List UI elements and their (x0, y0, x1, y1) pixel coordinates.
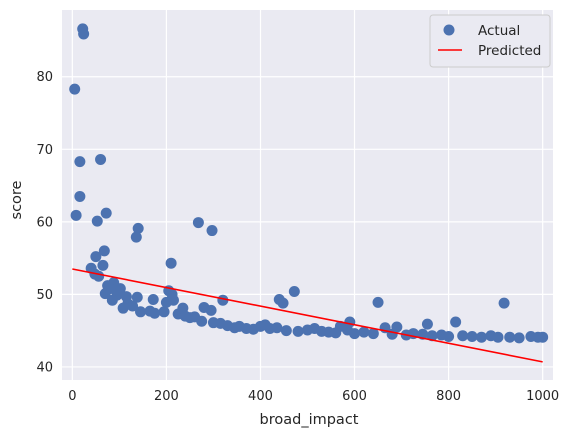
actual-point (426, 330, 438, 342)
actual-point (117, 302, 129, 314)
x-tick-label: 1000 (526, 389, 559, 404)
x-tick-labels: 0 200 400 600 800 1000 (68, 389, 559, 404)
actual-point (344, 316, 356, 328)
y-tick-label: 80 (36, 70, 53, 85)
actual-point (106, 294, 118, 306)
actual-point (476, 331, 488, 343)
actual-point (91, 215, 103, 227)
actual-point (349, 328, 361, 340)
actual-point (372, 296, 384, 308)
actual-point (280, 325, 292, 337)
actual-point (391, 321, 403, 333)
actual-point (466, 330, 478, 342)
actual-point (492, 331, 504, 343)
actual-point (292, 325, 304, 337)
actual-point (192, 217, 204, 229)
y-tick-labels: 40 50 60 70 80 (36, 70, 53, 375)
actual-point (165, 257, 177, 269)
legend-label-predicted: Predicted (478, 43, 541, 59)
actual-point (127, 300, 139, 312)
actual-point (277, 297, 289, 309)
actual-point (504, 331, 516, 343)
actual-point (149, 307, 161, 319)
actual-point (74, 156, 86, 168)
y-tick-label: 40 (36, 360, 53, 375)
actual-point (97, 259, 109, 271)
actual-point (358, 326, 370, 338)
actual-point (513, 332, 525, 344)
actual-point (99, 288, 111, 300)
x-tick-label: 0 (68, 389, 76, 404)
actual-point (98, 245, 110, 257)
x-tick-label: 200 (154, 389, 179, 404)
actual-point (205, 304, 217, 316)
actual-point (421, 318, 433, 330)
actual-points (69, 23, 549, 344)
actual-point (271, 322, 283, 334)
actual-point (69, 83, 81, 95)
actual-point (206, 225, 218, 237)
actual-point (78, 28, 90, 40)
actual-point (443, 330, 455, 342)
actual-point (95, 153, 107, 165)
actual-point (130, 231, 142, 243)
plot-background (62, 10, 553, 380)
actual-point (450, 316, 462, 328)
actual-point (167, 294, 179, 306)
actual-point (100, 207, 112, 219)
grid-lines (62, 10, 553, 380)
y-tick-label: 60 (36, 215, 53, 230)
actual-point (498, 297, 510, 309)
legend-marker-actual (443, 24, 455, 36)
y-tick-label: 50 (36, 288, 53, 303)
x-tick-label: 400 (248, 389, 273, 404)
actual-point (288, 285, 300, 297)
x-axis-label: broad_impact (260, 412, 359, 428)
actual-point (132, 222, 144, 234)
legend-box (429, 14, 551, 68)
legend: Actual Predicted (429, 14, 551, 68)
x-tick-label: 800 (436, 389, 461, 404)
predicted-line (72, 268, 543, 363)
actual-point (147, 293, 159, 305)
actual-point (158, 306, 170, 318)
legend-label-actual: Actual (478, 23, 520, 39)
actual-point (90, 251, 102, 263)
actual-point (196, 315, 208, 327)
y-tick-label: 70 (36, 143, 53, 158)
actual-point (70, 209, 82, 221)
y-axis-label: score (9, 180, 25, 219)
actual-point (457, 330, 469, 342)
actual-point (74, 190, 86, 202)
actual-point (131, 291, 143, 303)
actual-point (537, 331, 549, 343)
actual-point (367, 328, 379, 340)
x-tick-label: 600 (342, 389, 367, 404)
actual-point (93, 270, 105, 282)
predicted-line-group (72, 268, 543, 363)
actual-point (135, 306, 147, 318)
